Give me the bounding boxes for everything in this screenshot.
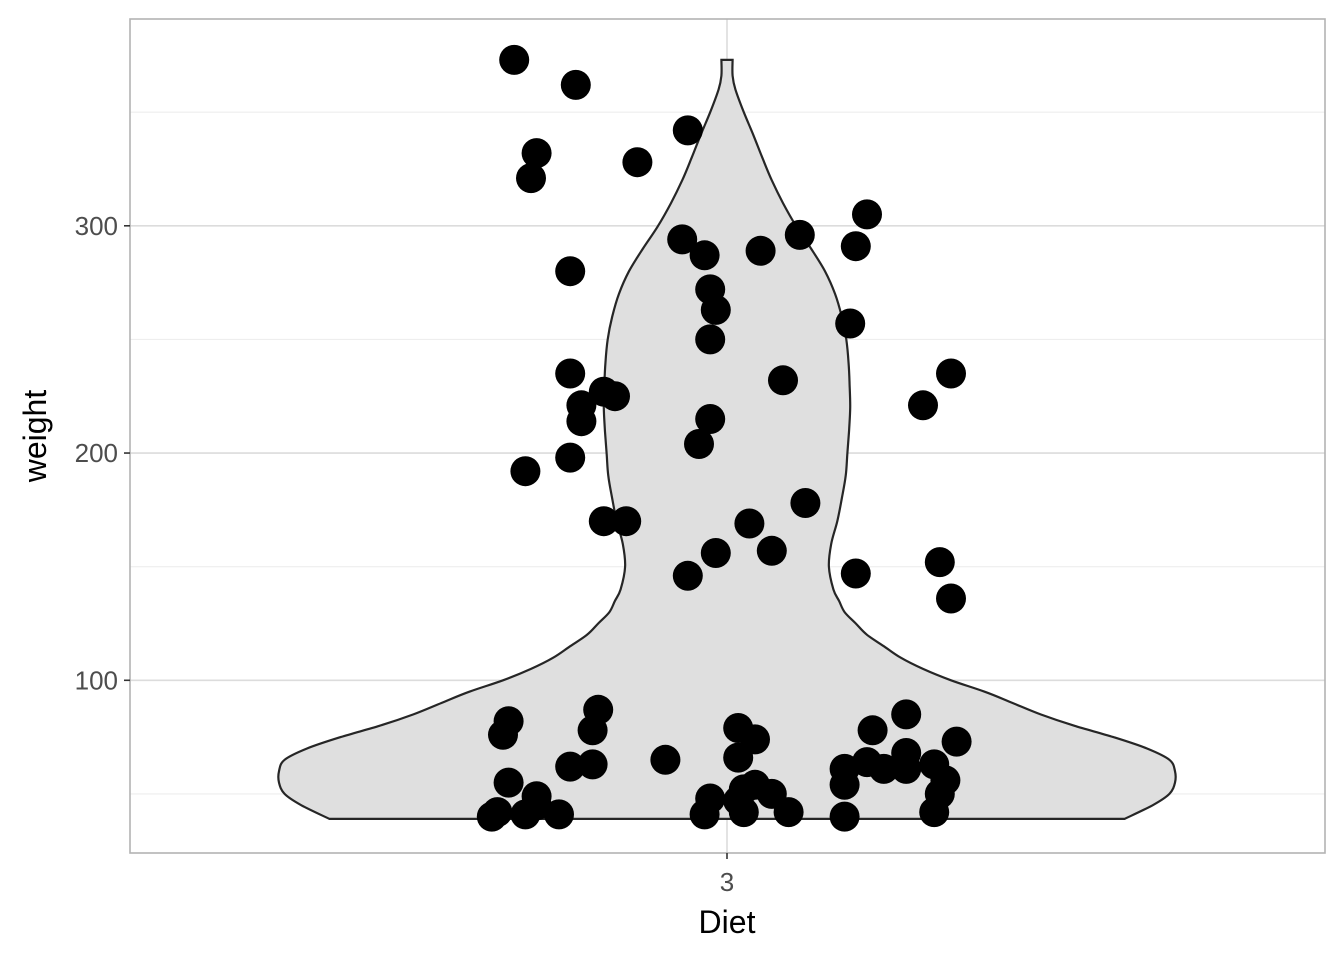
- data-point: [560, 69, 591, 100]
- data-point: [734, 508, 765, 539]
- data-point: [908, 390, 938, 421]
- data-point: [773, 797, 804, 828]
- data-point: [891, 753, 922, 784]
- data-point: [689, 240, 720, 271]
- data-point: [510, 456, 541, 487]
- data-point: [544, 799, 574, 830]
- x-axis-title: Diet: [699, 904, 756, 940]
- data-point: [829, 801, 860, 832]
- y-axis-title: weight: [17, 390, 53, 484]
- data-point: [936, 358, 966, 389]
- data-point: [521, 138, 552, 169]
- data-point: [695, 783, 726, 814]
- data-point: [476, 801, 507, 832]
- y-axis-ticks: 100 200 300: [75, 211, 130, 695]
- data-point: [684, 429, 714, 459]
- data-points: [476, 44, 972, 832]
- data-point: [588, 506, 619, 537]
- data-point: [488, 719, 518, 750]
- data-point: [857, 715, 888, 746]
- data-point: [695, 404, 726, 434]
- data-point: [672, 115, 703, 146]
- data-point: [672, 560, 703, 591]
- data-point: [924, 547, 955, 578]
- data-point: [941, 726, 972, 757]
- data-point: [577, 749, 608, 780]
- data-point: [835, 308, 866, 339]
- data-point: [840, 231, 871, 262]
- data-point: [555, 256, 586, 287]
- data-point: [790, 488, 821, 518]
- y-tick-label: 100: [75, 665, 118, 695]
- data-point: [695, 324, 726, 355]
- y-tick-label: 300: [75, 211, 118, 241]
- data-point: [510, 799, 541, 830]
- data-point: [700, 294, 731, 325]
- data-point: [840, 558, 871, 589]
- x-tick-label: 3: [720, 867, 734, 897]
- data-point: [852, 199, 882, 230]
- data-point: [936, 583, 966, 614]
- y-tick-label: 200: [75, 438, 118, 468]
- data-point: [829, 769, 860, 800]
- data-point: [555, 751, 586, 782]
- data-point: [516, 163, 546, 194]
- data-point: [756, 535, 787, 566]
- data-point: [919, 797, 950, 828]
- data-point: [868, 753, 899, 784]
- data-point: [600, 381, 630, 412]
- data-point: [493, 767, 524, 798]
- data-point: [740, 724, 770, 755]
- data-point: [583, 694, 614, 725]
- data-point: [499, 44, 530, 75]
- data-point: [700, 538, 731, 568]
- data-point: [891, 699, 922, 730]
- data-point: [555, 442, 586, 473]
- data-point: [728, 797, 759, 828]
- violin-shape: [277, 58, 1177, 820]
- data-point: [784, 219, 815, 250]
- data-point: [622, 147, 653, 178]
- data-point: [667, 224, 698, 255]
- data-point: [566, 406, 597, 437]
- data-point: [745, 235, 776, 266]
- data-point: [768, 365, 798, 396]
- data-point: [650, 744, 681, 775]
- x-axis-ticks: 3: [720, 853, 734, 897]
- data-point: [555, 358, 586, 389]
- data-point: [611, 506, 642, 537]
